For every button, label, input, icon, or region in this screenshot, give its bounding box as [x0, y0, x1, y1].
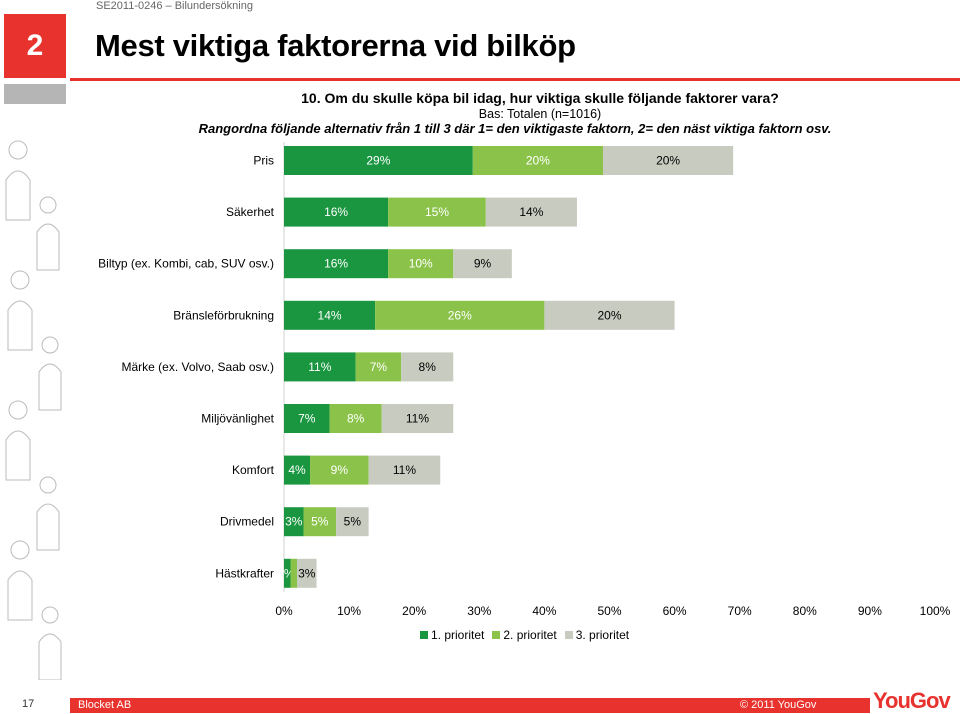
- bar-segment: [284, 404, 330, 433]
- data-label: 14%: [318, 308, 342, 322]
- x-tick-label: 100%: [920, 604, 951, 618]
- slide-number-shadow: [4, 84, 66, 104]
- bar-segment: [375, 300, 545, 330]
- category-label: Drivmedel: [220, 515, 274, 529]
- data-label: 29%: [366, 154, 390, 168]
- bar-segment: [355, 352, 402, 382]
- x-tick-label: 60%: [663, 604, 687, 618]
- survey-question: 10. Om du skulle köpa bil idag, hur vikt…: [301, 90, 779, 106]
- legend-item-2: 2. prioritet: [492, 628, 557, 642]
- bar-segment: [284, 455, 311, 485]
- data-label: %: [284, 566, 295, 580]
- category-label: Märke (ex. Volvo, Saab osv.): [121, 360, 274, 374]
- legend-label-3: 3. prioritet: [575, 628, 630, 642]
- category-label: Biltyp (ex. Kombi, cab, SUV osv.): [98, 257, 274, 271]
- footer-page-number: 17: [22, 698, 35, 710]
- bar-segment: [284, 197, 389, 227]
- title-divider: [70, 78, 960, 81]
- chart-legend: 1. prioritet 2. prioritet 3. prioritet: [420, 628, 629, 642]
- data-label: 15%: [425, 205, 449, 219]
- decorative-crowd-illustration: [5, 140, 62, 680]
- data-label: 8%: [419, 360, 437, 374]
- data-label: 11%: [393, 463, 416, 477]
- data-label: 3%: [285, 515, 303, 529]
- x-tick-label: 30%: [467, 604, 491, 618]
- x-tick-label: 90%: [858, 604, 882, 618]
- data-label: 10%: [409, 257, 433, 271]
- legend-swatch-3: [564, 631, 573, 639]
- bar-segment: [290, 558, 298, 588]
- data-label: 5%: [311, 515, 329, 529]
- data-label: 16%: [324, 257, 348, 271]
- x-tick-label: 0%: [275, 604, 293, 618]
- data-label: 9%: [331, 463, 349, 477]
- bar-segment: [284, 300, 376, 330]
- bar-segment: [401, 352, 454, 382]
- bar-segment: [284, 507, 304, 537]
- data-label: 16%: [324, 205, 348, 219]
- bar-segment: [368, 455, 441, 485]
- footer-company: Blocket AB: [78, 699, 132, 711]
- x-tick-label: 50%: [597, 604, 621, 618]
- legend-item-3: 3. prioritet: [564, 628, 630, 642]
- data-label: 8%: [347, 412, 365, 426]
- bar-segment: [329, 404, 382, 433]
- data-label: 20%: [526, 154, 550, 168]
- category-label: Pris: [253, 154, 274, 168]
- bar-segment: [544, 300, 675, 330]
- bar-segment: [336, 507, 369, 537]
- bar-segment: [284, 352, 356, 382]
- bar-segment: [297, 558, 317, 588]
- category-label: Säkerhet: [226, 205, 275, 219]
- x-tick-label: 70%: [728, 604, 752, 618]
- x-tick-label: 80%: [793, 604, 817, 618]
- survey-base: Bas: Totalen (n=1016): [478, 107, 602, 121]
- x-tick-label: 40%: [532, 604, 556, 618]
- data-label: 7%: [370, 360, 388, 374]
- bar-segment: [310, 455, 369, 485]
- data-label: 14%: [519, 205, 543, 219]
- legend-label-2: 2. prioritet: [503, 628, 557, 642]
- page-title: Mest viktiga faktorerna vid bilköp: [95, 28, 576, 63]
- bar-segment: [388, 197, 486, 227]
- legend-label-1: 1. prioritet: [431, 628, 485, 642]
- bar-segment: [284, 558, 291, 588]
- data-label: 4%: [288, 463, 306, 477]
- document-id: SE2011-0246 – Bilundersökning: [96, 0, 253, 12]
- bar-segment: [284, 146, 473, 175]
- bar-segment: [602, 146, 734, 175]
- category-label: Hästkrafter: [215, 566, 274, 580]
- bar-segment: [381, 404, 454, 433]
- data-label: 9%: [474, 257, 492, 271]
- slide-number-badge: 2: [4, 14, 66, 78]
- x-tick-label: 20%: [402, 604, 426, 618]
- bar-segment: [453, 249, 512, 279]
- x-tick-label: 10%: [337, 604, 361, 618]
- bar-segment: [485, 197, 577, 227]
- data-label: 11%: [406, 412, 429, 426]
- bar-segment: [388, 249, 454, 279]
- yougov-logo: YouGov: [873, 688, 951, 713]
- bar-segment: [284, 249, 389, 279]
- ranking-instruction: Rangordna följande alternativ från 1 til…: [198, 121, 832, 136]
- legend-swatch-2: [492, 631, 501, 639]
- legend-item-1: 1. prioritet: [420, 628, 484, 642]
- bar-segment: [472, 146, 603, 175]
- category-label: Komfort: [232, 463, 275, 477]
- category-label: Bränsleförbrukning: [173, 308, 274, 322]
- footer-copyright: © 2011 YouGov: [740, 699, 817, 711]
- data-label: 7%: [298, 412, 316, 426]
- data-label: 26%: [448, 308, 472, 322]
- footer-bar: [70, 698, 870, 713]
- data-label: 11%: [308, 360, 331, 374]
- category-label: Miljövänlighet: [201, 412, 274, 426]
- bar-segment: [303, 507, 337, 537]
- data-label: 3%: [298, 566, 316, 580]
- data-label: 5%: [344, 515, 362, 529]
- legend-swatch-1: [420, 631, 428, 639]
- data-label: 20%: [597, 308, 621, 322]
- data-label: 20%: [656, 154, 680, 168]
